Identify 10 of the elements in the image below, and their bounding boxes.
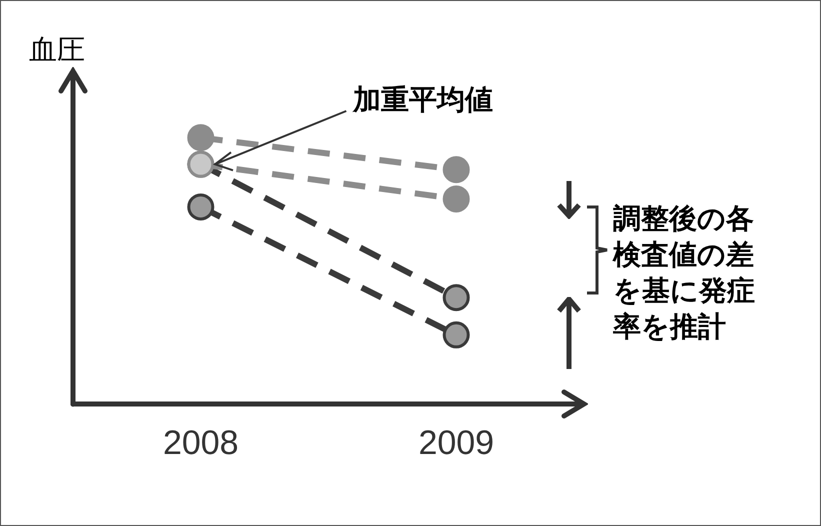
point: [442, 156, 470, 184]
point: [442, 185, 470, 212]
point: [187, 193, 214, 220]
point: [442, 321, 470, 348]
text: 調整後の各検査値の差を基に発症率を推計: [613, 201, 756, 345]
x-tick-label: 2009: [418, 424, 494, 462]
x-tick-label: 2008: [162, 424, 239, 462]
point: [187, 124, 214, 152]
text: 加重平均値: [353, 82, 493, 118]
y-axis-title: 血圧: [29, 32, 85, 68]
